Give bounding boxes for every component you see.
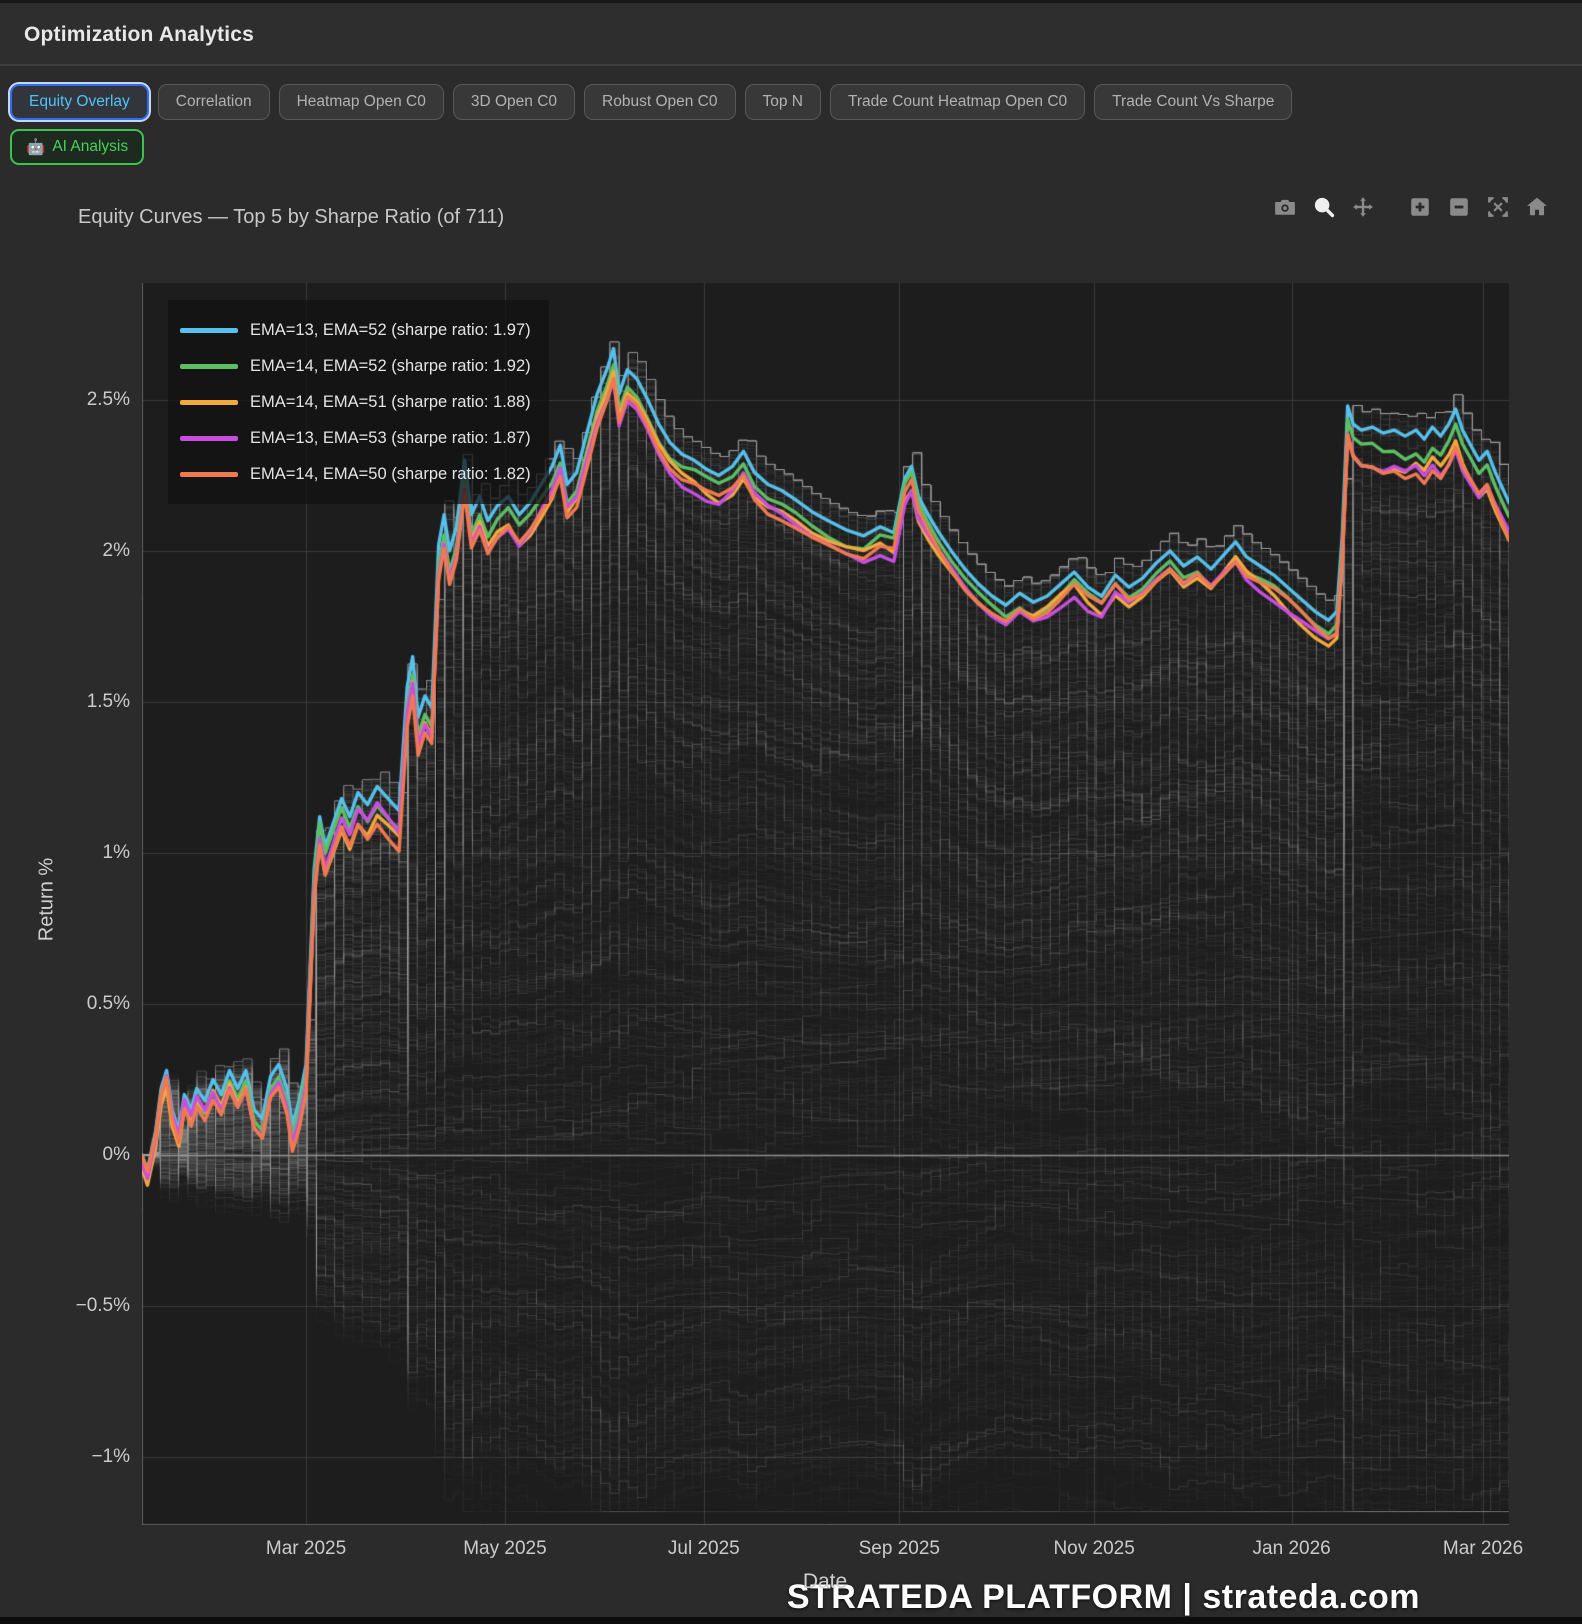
plot-area[interactable]: EMA=13, EMA=52 (sharpe ratio: 1.97) EMA=… — [142, 283, 1509, 1525]
legend-item[interactable]: EMA=13, EMA=53 (sharpe ratio: 1.87) — [180, 420, 531, 456]
y-tick-label: 2.5% — [30, 388, 130, 412]
x-axis-title: Date — [755, 1570, 895, 1594]
legend-label: EMA=13, EMA=53 (sharpe ratio: 1.87) — [250, 429, 531, 448]
legend-label: EMA=13, EMA=52 (sharpe ratio: 1.97) — [250, 321, 531, 340]
x-tick-label: Mar 2025 — [236, 1538, 376, 1560]
legend-item[interactable]: EMA=14, EMA=51 (sharpe ratio: 1.88) — [180, 384, 531, 420]
tab-top-n[interactable]: Top N — [745, 84, 822, 120]
chart-area: Equity Curves — Top 5 by Sharpe Ratio (o… — [0, 170, 1582, 1617]
bottom-bar — [0, 1617, 1582, 1624]
ai-analysis-label: AI Analysis — [52, 138, 128, 156]
y-tick-label: 1% — [30, 841, 130, 865]
legend-swatch-salmon — [180, 472, 238, 477]
tab-robust-open-c0[interactable]: Robust Open C0 — [584, 84, 735, 120]
legend-item[interactable]: EMA=13, EMA=52 (sharpe ratio: 1.97) — [180, 312, 531, 348]
x-tick-label: Nov 2025 — [1024, 1538, 1164, 1560]
plot-toolbar — [1259, 194, 1550, 220]
ai-row: 🤖 AI Analysis — [10, 129, 144, 165]
ai-analysis-button[interactable]: 🤖 AI Analysis — [10, 129, 144, 165]
y-tick-label: 0.5% — [30, 992, 130, 1016]
tab-trade-count-vs-sharpe[interactable]: Trade Count Vs Sharpe — [1094, 84, 1292, 120]
legend-label: EMA=14, EMA=52 (sharpe ratio: 1.92) — [250, 357, 531, 376]
tab-3d-open-c0[interactable]: 3D Open C0 — [453, 84, 575, 120]
legend-swatch-orange — [180, 400, 238, 405]
legend-swatch-cyan — [180, 328, 238, 333]
legend-item[interactable]: EMA=14, EMA=52 (sharpe ratio: 1.92) — [180, 348, 531, 384]
tab-correlation[interactable]: Correlation — [158, 84, 270, 120]
tab-heatmap-open-c0[interactable]: Heatmap Open C0 — [279, 84, 444, 120]
robot-icon: 🤖 — [26, 138, 45, 157]
legend-label: EMA=14, EMA=51 (sharpe ratio: 1.88) — [250, 393, 531, 412]
legend-swatch-green — [180, 364, 238, 369]
chart-title: Equity Curves — Top 5 by Sharpe Ratio (o… — [78, 206, 504, 229]
zoom-out-icon[interactable] — [1446, 194, 1472, 220]
pan-icon[interactable] — [1350, 194, 1376, 220]
x-tick-label: Sep 2025 — [829, 1538, 969, 1560]
y-tick-label: −1% — [30, 1445, 130, 1469]
zoom-icon[interactable] — [1311, 194, 1337, 220]
zoom-in-icon[interactable] — [1407, 194, 1433, 220]
legend: EMA=13, EMA=52 (sharpe ratio: 1.97) EMA=… — [168, 300, 549, 504]
legend-swatch-magenta — [180, 436, 238, 441]
tab-trade-count-heatmap-open-c0[interactable]: Trade Count Heatmap Open C0 — [830, 84, 1085, 120]
app-header: Optimization Analytics — [0, 3, 1582, 66]
legend-item[interactable]: EMA=14, EMA=50 (sharpe ratio: 1.82) — [180, 456, 531, 492]
y-tick-label: 2% — [30, 539, 130, 563]
x-tick-label: Jan 2026 — [1222, 1538, 1362, 1560]
home-icon[interactable] — [1524, 194, 1550, 220]
autoscale-icon[interactable] — [1485, 194, 1511, 220]
y-tick-label: 0% — [30, 1143, 130, 1167]
y-tick-label: −0.5% — [30, 1294, 130, 1318]
legend-label: EMA=14, EMA=50 (sharpe ratio: 1.82) — [250, 465, 531, 484]
x-tick-label: May 2025 — [435, 1538, 575, 1560]
tab-bar: Equity Overlay Correlation Heatmap Open … — [10, 84, 1292, 120]
camera-icon[interactable] — [1272, 194, 1298, 220]
x-tick-label: Jul 2025 — [634, 1538, 774, 1560]
x-tick-label: Mar 2026 — [1413, 1538, 1553, 1560]
y-tick-label: 1.5% — [30, 690, 130, 714]
page-title: Optimization Analytics — [0, 3, 1582, 47]
tab-equity-overlay[interactable]: Equity Overlay — [10, 84, 149, 120]
